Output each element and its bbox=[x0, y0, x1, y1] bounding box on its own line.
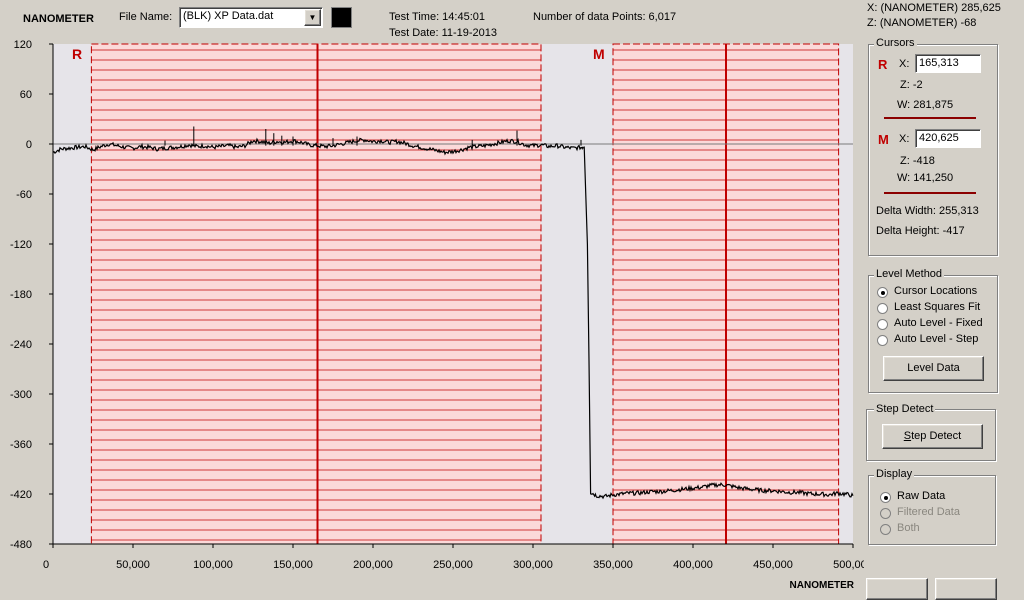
x-tick-label: 200,000 bbox=[353, 559, 393, 571]
r-region-label: R bbox=[72, 46, 82, 62]
data-points-count: Number of data Points: 6,017 bbox=[533, 11, 677, 23]
m-region-label: M bbox=[593, 46, 605, 62]
radio-icon bbox=[877, 303, 888, 314]
delta-height: Delta Height: -417 bbox=[876, 225, 965, 237]
radio-icon bbox=[877, 335, 888, 346]
x-tick-label: 300,000 bbox=[513, 559, 553, 571]
r-z-value: Z: -2 bbox=[900, 79, 923, 91]
radio-icon bbox=[880, 492, 891, 503]
x-tick-label: 350,000 bbox=[593, 559, 633, 571]
chevron-down-icon: ▼ bbox=[308, 13, 317, 22]
y-tick-label: 120 bbox=[14, 39, 32, 51]
file-name-label: File Name: bbox=[119, 11, 173, 23]
r-w-value: W: 281,875 bbox=[897, 99, 954, 111]
x-tick-label: 0 bbox=[43, 559, 49, 571]
y-tick-label: -480 bbox=[10, 539, 32, 551]
y-tick-label: -300 bbox=[10, 389, 32, 401]
m-x-label: X: bbox=[899, 133, 910, 145]
y-tick-label: -60 bbox=[16, 189, 32, 201]
level-method-title: Level Method bbox=[874, 268, 945, 280]
r-x-label: X: bbox=[899, 58, 910, 70]
r-x-input[interactable]: 165,313 bbox=[915, 54, 981, 73]
display-option-label: Filtered Data bbox=[897, 506, 960, 518]
profile-chart[interactable]: R M 120 60 0 -60 -120 -180 -240 -300 -360 -420 -480 0… bbox=[0, 30, 864, 592]
cursors-group bbox=[868, 44, 998, 256]
x-tick-label: 100,000 bbox=[193, 559, 233, 571]
test-date: Test Date: 11-19-2013 bbox=[389, 27, 498, 39]
x-tick-label: 50,000 bbox=[116, 559, 150, 571]
y-tick-label: 0 bbox=[26, 139, 32, 151]
m-divider bbox=[884, 192, 976, 194]
radio-icon bbox=[877, 319, 888, 330]
x-tick-label: 450,000 bbox=[753, 559, 793, 571]
x-tick-label: 250,000 bbox=[433, 559, 473, 571]
cursors-group-title: Cursors bbox=[874, 37, 917, 49]
trace-color-swatch[interactable] bbox=[331, 7, 352, 28]
r-divider bbox=[884, 117, 976, 119]
dropdown-arrow-button[interactable]: ▼ bbox=[304, 9, 321, 26]
level-data-button[interactable]: Level Data bbox=[883, 356, 984, 381]
step-detect-mnemonic: S bbox=[903, 430, 912, 442]
step-detect-button-label: tep Detect bbox=[911, 430, 962, 442]
r-x-value: 165,313 bbox=[919, 57, 959, 69]
radio-icon bbox=[880, 524, 891, 535]
m-w-value: W: 141,250 bbox=[897, 172, 954, 184]
y-tick-label: -120 bbox=[10, 239, 32, 251]
level-option-label: Least Squares Fit bbox=[894, 301, 981, 313]
y-tick-label: -180 bbox=[10, 289, 32, 301]
y-tick-label: -360 bbox=[10, 439, 32, 451]
raw-data-trace bbox=[52, 137, 854, 500]
x-tick-label: 500,000 bbox=[833, 559, 864, 571]
unit-label: NANOMETER bbox=[23, 13, 94, 25]
step-detect-title: Step Detect bbox=[874, 403, 936, 415]
file-name-combobox[interactable]: (BLK) XP Data.dat ▼ bbox=[179, 7, 323, 28]
cursor-z-readout: Z: (NANOMETER) -68 bbox=[867, 17, 977, 29]
step-detect-button[interactable]: Step Detect bbox=[882, 424, 983, 449]
level-option-label: Auto Level - Fixed bbox=[894, 317, 983, 329]
test-time: Test Time: 14:45:01 bbox=[389, 11, 485, 23]
bottom-button-right[interactable] bbox=[935, 578, 997, 600]
x-axis-label: NANOMETER bbox=[790, 580, 855, 591]
y-tick-label: -420 bbox=[10, 489, 32, 501]
x-tick-label: 400,000 bbox=[673, 559, 713, 571]
radio-icon bbox=[880, 508, 891, 519]
level-option-label: Auto Level - Step bbox=[894, 333, 979, 345]
y-tick-label: -240 bbox=[10, 339, 32, 351]
display-group bbox=[868, 475, 996, 545]
level-option-label: Cursor Locations bbox=[894, 285, 978, 297]
cursor-x-readout: X: (NANOMETER) 285,625 bbox=[867, 2, 1001, 14]
m-x-input[interactable]: 420,625 bbox=[915, 129, 981, 148]
display-title: Display bbox=[874, 468, 915, 480]
display-option-label: Raw Data bbox=[897, 490, 946, 502]
display-option-label: Both bbox=[897, 522, 920, 534]
x-tick-label: 150,000 bbox=[273, 559, 313, 571]
m-cursor-letter: M bbox=[878, 132, 889, 147]
radio-icon bbox=[877, 287, 888, 298]
delta-width: Delta Width: 255,313 bbox=[876, 205, 979, 217]
bottom-button-left[interactable] bbox=[866, 578, 928, 600]
y-tick-label: 60 bbox=[20, 89, 32, 101]
r-cursor-letter: R bbox=[878, 57, 888, 72]
cursor-region-r bbox=[91, 44, 542, 544]
m-x-value: 420,625 bbox=[919, 132, 959, 144]
file-name-value: (BLK) XP Data.dat bbox=[183, 10, 274, 22]
m-z-value: Z: -418 bbox=[900, 155, 935, 167]
